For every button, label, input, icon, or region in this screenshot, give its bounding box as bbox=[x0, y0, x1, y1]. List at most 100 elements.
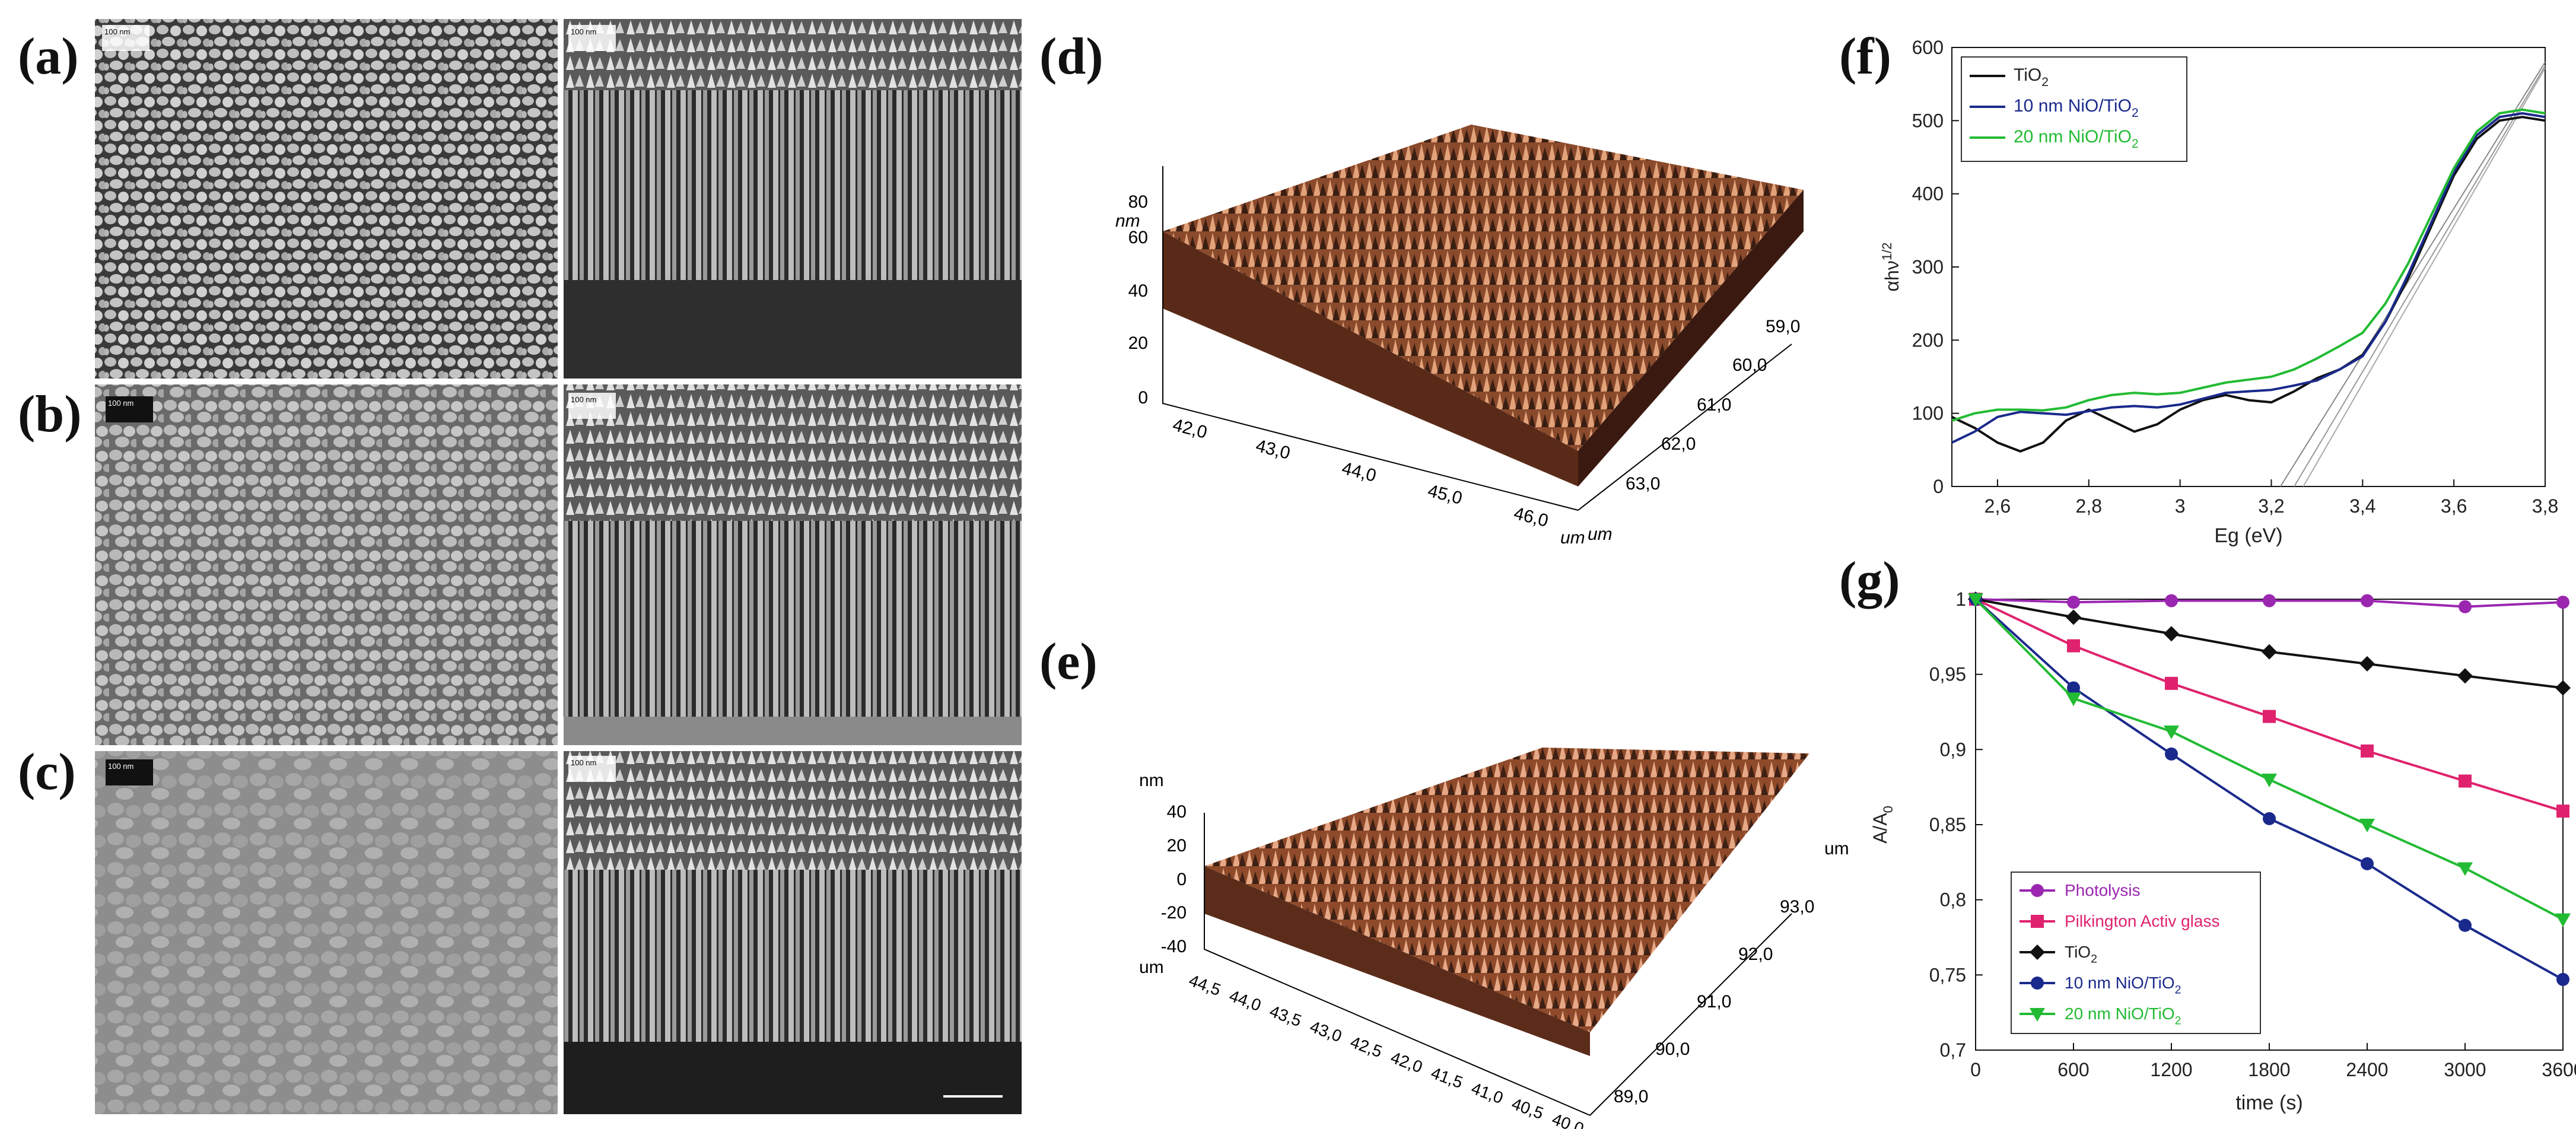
afm-d-y-unit: um bbox=[1588, 524, 1613, 544]
legend-entry: 20 nm NiO/TiO2 bbox=[2065, 1004, 2181, 1027]
data-point bbox=[2164, 626, 2179, 642]
afm-d-y-tick: 61,0 bbox=[1697, 395, 1731, 415]
data-point bbox=[2556, 596, 2569, 609]
afm-d-x-unit: um bbox=[1560, 528, 1585, 548]
panel-label-b: (b) bbox=[18, 386, 82, 443]
data-point bbox=[2263, 594, 2276, 608]
legend-box bbox=[1961, 56, 2187, 162]
afm-e-y-tick: 91,0 bbox=[1697, 992, 1731, 1012]
x-tick-label: 3 bbox=[2175, 495, 2186, 517]
legend-marker bbox=[2031, 915, 2044, 928]
afm-e-x-tick: 44,0 bbox=[1227, 987, 1264, 1015]
data-point bbox=[2067, 681, 2080, 695]
afm-e-x-tick: 42,0 bbox=[1388, 1048, 1425, 1077]
y-tick-label: 100 bbox=[1912, 403, 1944, 424]
scale-label-c-cross: 100 nm bbox=[571, 758, 597, 767]
tangent-line bbox=[2294, 65, 2546, 487]
y-tick-label: 0,9 bbox=[1940, 739, 1966, 760]
afm-e-y-tick: 93,0 bbox=[1780, 897, 1814, 917]
afm-d-y-tick: 59,0 bbox=[1766, 317, 1800, 336]
data-point bbox=[2556, 804, 2569, 818]
y-tick-label: 600 bbox=[1912, 37, 1944, 58]
afm-d-z-tick: 80 bbox=[1128, 192, 1148, 212]
y-tick-label: 0,85 bbox=[1929, 814, 1966, 835]
x-tick-label: 0 bbox=[1970, 1059, 1981, 1080]
x-axis-label: Eg (eV) bbox=[2214, 524, 2282, 547]
panel-label-g: (g) bbox=[1839, 552, 1900, 609]
data-point bbox=[1968, 593, 1983, 607]
afm-d-x-tick: 42,0 bbox=[1171, 415, 1209, 443]
afm-e-y-unit: um bbox=[1824, 839, 1849, 858]
data-point bbox=[2361, 857, 2374, 870]
legend-marker bbox=[2031, 977, 2044, 990]
data-point bbox=[2361, 594, 2374, 608]
scale-label-a-top: 100 nm bbox=[104, 27, 131, 36]
series-line bbox=[1975, 598, 2564, 689]
data-point bbox=[2263, 812, 2276, 825]
afm-e-y-tick: 92,0 bbox=[1738, 944, 1773, 964]
afm-e-x-tick: 42,5 bbox=[1348, 1033, 1385, 1061]
tangent-line bbox=[2279, 62, 2546, 487]
data-point bbox=[2359, 819, 2375, 832]
data-point bbox=[2067, 596, 2080, 609]
afm-d-z-tick: 0 bbox=[1138, 388, 1148, 408]
data-point bbox=[2262, 774, 2277, 787]
afm-surface-e: nm -40 -20 0 20 40 um 44,5 44,0 43,5 43,… bbox=[1139, 748, 1849, 1129]
afm-d-x-tick: 46,0 bbox=[1512, 504, 1550, 531]
legend-entry: TiO2 bbox=[2065, 943, 2097, 965]
data-point bbox=[2457, 862, 2473, 876]
x-tick-label: 3,6 bbox=[2441, 495, 2467, 517]
panel-label-e: (e) bbox=[1039, 633, 1098, 691]
legend-entry: Photolysis bbox=[2065, 881, 2141, 899]
afm-e-z-tick: 0 bbox=[1176, 870, 1187, 889]
x-tick-label: 1800 bbox=[2248, 1059, 2290, 1080]
afm-d-z-tick: 40 bbox=[1128, 281, 1148, 301]
legend-entry: Pilkington Activ glass bbox=[2065, 912, 2219, 930]
legend-marker bbox=[2031, 884, 2044, 897]
y-tick-label: 1 bbox=[1955, 589, 1966, 610]
x-axis-label: time (s) bbox=[2235, 1092, 2303, 1114]
afm-e-z-label: nm bbox=[1139, 771, 1164, 790]
afm-d-z-tick: 20 bbox=[1128, 333, 1148, 353]
data-point bbox=[2066, 609, 2081, 625]
afm-e-x-tick: 43,5 bbox=[1267, 1002, 1304, 1031]
data-point bbox=[2066, 692, 2081, 707]
data-point bbox=[2165, 747, 2178, 761]
legend-entry: 20 nm NiO/TiO2 bbox=[2014, 127, 2139, 151]
data-point bbox=[2555, 913, 2571, 927]
x-tick-label: 2,8 bbox=[2076, 495, 2102, 517]
legend-entry: 10 nm NiO/TiO2 bbox=[2065, 974, 2181, 996]
afm-e-z-tick: -20 bbox=[1161, 903, 1187, 923]
y-axis-label: αhν1/2 bbox=[1879, 243, 1903, 292]
panel-label-a: (a) bbox=[18, 28, 79, 85]
panel-label-c: (c) bbox=[18, 743, 76, 801]
scale-label-b-cross: 100 nm bbox=[571, 395, 597, 404]
data-point bbox=[2067, 639, 2080, 653]
data-point bbox=[2165, 594, 2178, 608]
data-point bbox=[2164, 725, 2179, 739]
afm-e-x-tick: 40,5 bbox=[1509, 1095, 1546, 1123]
data-point bbox=[2361, 744, 2374, 758]
afm-d-y-tick: 63,0 bbox=[1626, 474, 1660, 494]
y-axis-label: A/A0 bbox=[1869, 806, 1896, 844]
x-tick-label: 1200 bbox=[2150, 1059, 2192, 1080]
afm-surface-d bbox=[1162, 125, 1804, 511]
series-line bbox=[1951, 112, 2546, 444]
afm-e-y-tick: 90,0 bbox=[1655, 1039, 1690, 1059]
data-point bbox=[2459, 774, 2472, 788]
panel-label-d: (d) bbox=[1039, 28, 1103, 85]
afm-d-axes: nm 0 20 40 60 80 42,0 43,0 44,0 45,0 46,… bbox=[1115, 192, 1800, 548]
afm-e-y-tick: 89,0 bbox=[1614, 1087, 1648, 1106]
x-tick-label: 2400 bbox=[2346, 1059, 2388, 1080]
data-point bbox=[2556, 972, 2569, 986]
y-tick-label: 0,7 bbox=[1940, 1039, 1966, 1061]
data-point bbox=[2459, 918, 2472, 932]
afm-d-y-tick: 62,0 bbox=[1661, 434, 1696, 454]
legend-entry: TiO2 bbox=[2014, 65, 2049, 89]
panel-label-f: (f) bbox=[1839, 28, 1891, 85]
series-line bbox=[1951, 108, 2546, 422]
x-tick-label: 3,2 bbox=[2258, 495, 2284, 517]
afm-d-x-tick: 43,0 bbox=[1254, 436, 1292, 463]
